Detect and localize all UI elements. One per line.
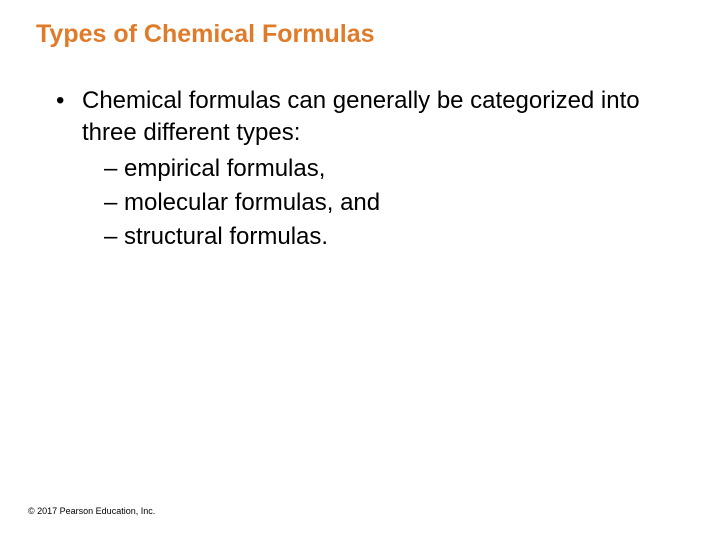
slide-title: Types of Chemical Formulas — [36, 20, 690, 49]
main-bullet-text: Chemical formulas can generally be categ… — [82, 87, 640, 146]
slide: Types of Chemical Formulas Chemical form… — [0, 0, 720, 540]
sub-item-0: empirical formulas, — [104, 152, 690, 186]
sub-item-2: structural formulas. — [104, 220, 690, 254]
sub-list: empirical formulas, molecular formulas, … — [82, 152, 690, 254]
body-list: Chemical formulas can generally be categ… — [30, 85, 690, 254]
copyright-text: © 2017 Pearson Education, Inc. — [28, 506, 155, 516]
main-bullet: Chemical formulas can generally be categ… — [56, 85, 690, 254]
sub-item-1: molecular formulas, and — [104, 186, 690, 220]
